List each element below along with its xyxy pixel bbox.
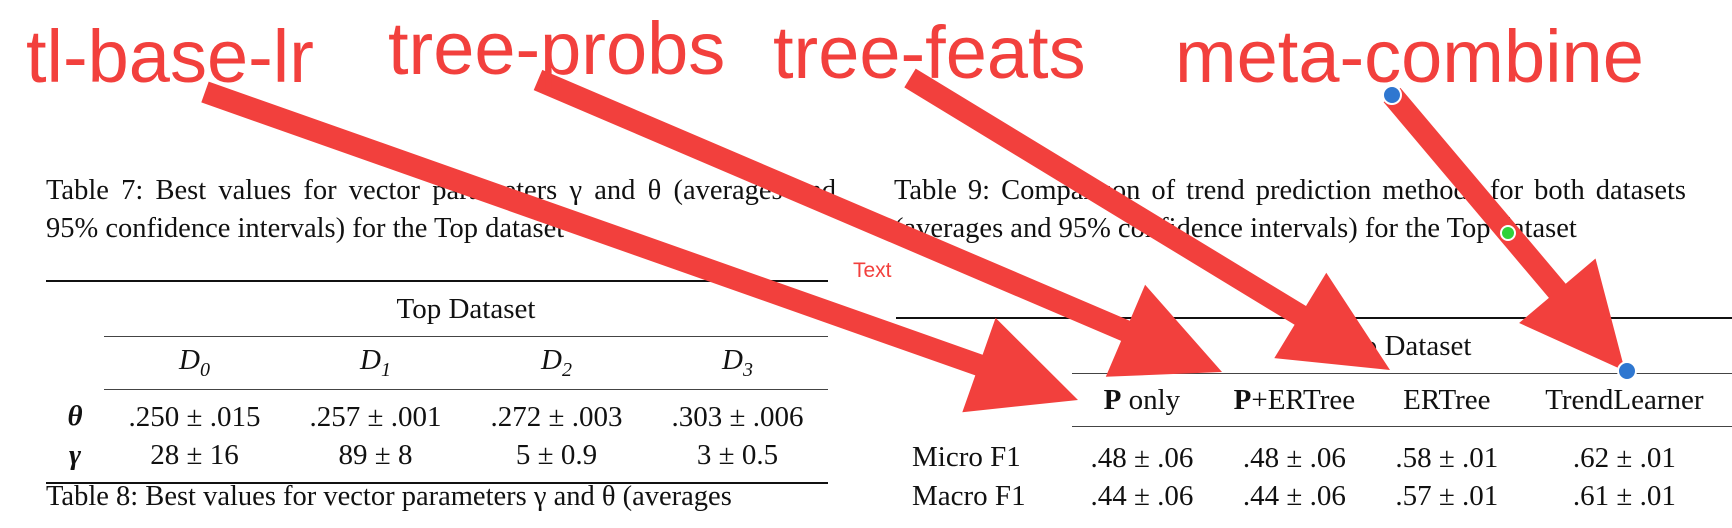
text-tag[interactable]: Text — [853, 259, 892, 282]
annotation-label[interactable]: meta-combine — [1175, 15, 1644, 98]
table7-col-header: D3 — [647, 336, 828, 390]
table8-caption: Table 8: Best values for vector paramete… — [46, 481, 732, 512]
table7-caption: Table 7: Best values for vector paramete… — [46, 175, 836, 244]
table7-col-header: D1 — [285, 336, 466, 390]
table7-row: γ 28 ± 16 89 ± 8 5 ± 0.9 3 ± 0.5 — [46, 436, 828, 484]
table9-row: Macro F1 .44 ± .06 .44 ± .06 .57 ± .01 .… — [896, 477, 1732, 515]
table7-col-header: D2 — [466, 336, 647, 390]
table9: Top Dataset P only P+ERTree ERTree Trend… — [896, 317, 1732, 515]
table7-cell: .257 ± .001 — [309, 400, 442, 433]
table7-group-header: Top Dataset — [104, 282, 828, 337]
table9-cell: .58 ± .01 — [1395, 441, 1499, 474]
table9-col-header: P+ERTree — [1211, 373, 1377, 427]
table9-row-label: Micro F1 — [912, 441, 1021, 474]
table9-cell: .57 ± .01 — [1395, 479, 1499, 512]
table7-cell: .250 ± .015 — [128, 400, 261, 433]
table7-col-header: D0 — [104, 336, 285, 390]
table9-col-header: ERTree — [1376, 373, 1517, 427]
annotation-label[interactable]: tree-feats — [773, 11, 1086, 94]
table7-row-label: γ — [46, 436, 104, 484]
table9-col-header: P only — [1072, 373, 1212, 427]
table7: Top Dataset D0 D1 D2 D3 θ .250 ± .015 .2… — [46, 280, 828, 484]
table7-cell: .272 ± .003 — [490, 400, 623, 433]
table9-row: Micro F1 .48 ± .06 .48 ± .06 .58 ± .01 .… — [896, 427, 1732, 478]
table9-cell: .61 ± .01 — [1572, 479, 1676, 512]
table9-cell: .48 ± .06 — [1090, 441, 1194, 474]
table9-cell: .44 ± .06 — [1090, 479, 1194, 512]
table7-row: θ .250 ± .015 .257 ± .001 .272 ± .003 .3… — [46, 390, 828, 437]
table7-cell: 3 ± 0.5 — [647, 436, 828, 484]
table9-cell: .62 ± .01 — [1572, 441, 1676, 474]
table9-col-header: TrendLearner — [1516, 373, 1732, 427]
table9-cell: .44 ± .06 — [1242, 479, 1346, 512]
table9-group-header: Top Dataset — [1072, 317, 1732, 374]
table9-row-label: Macro F1 — [912, 479, 1026, 512]
table7-cell: 89 ± 8 — [285, 436, 466, 484]
annotation-label[interactable]: tl-base-lr — [26, 15, 314, 98]
table9-caption: Table 9: Comparison of trend prediction … — [894, 175, 1686, 244]
annotation-label[interactable]: tree-probs — [388, 7, 726, 90]
table9-cell: .48 ± .06 — [1242, 441, 1346, 474]
table7-cell: .303 ± .006 — [671, 400, 804, 433]
table7-cell: 5 ± 0.9 — [466, 436, 647, 484]
table7-cell: 28 ± 16 — [104, 436, 285, 484]
table7-row-label: θ — [67, 400, 83, 433]
